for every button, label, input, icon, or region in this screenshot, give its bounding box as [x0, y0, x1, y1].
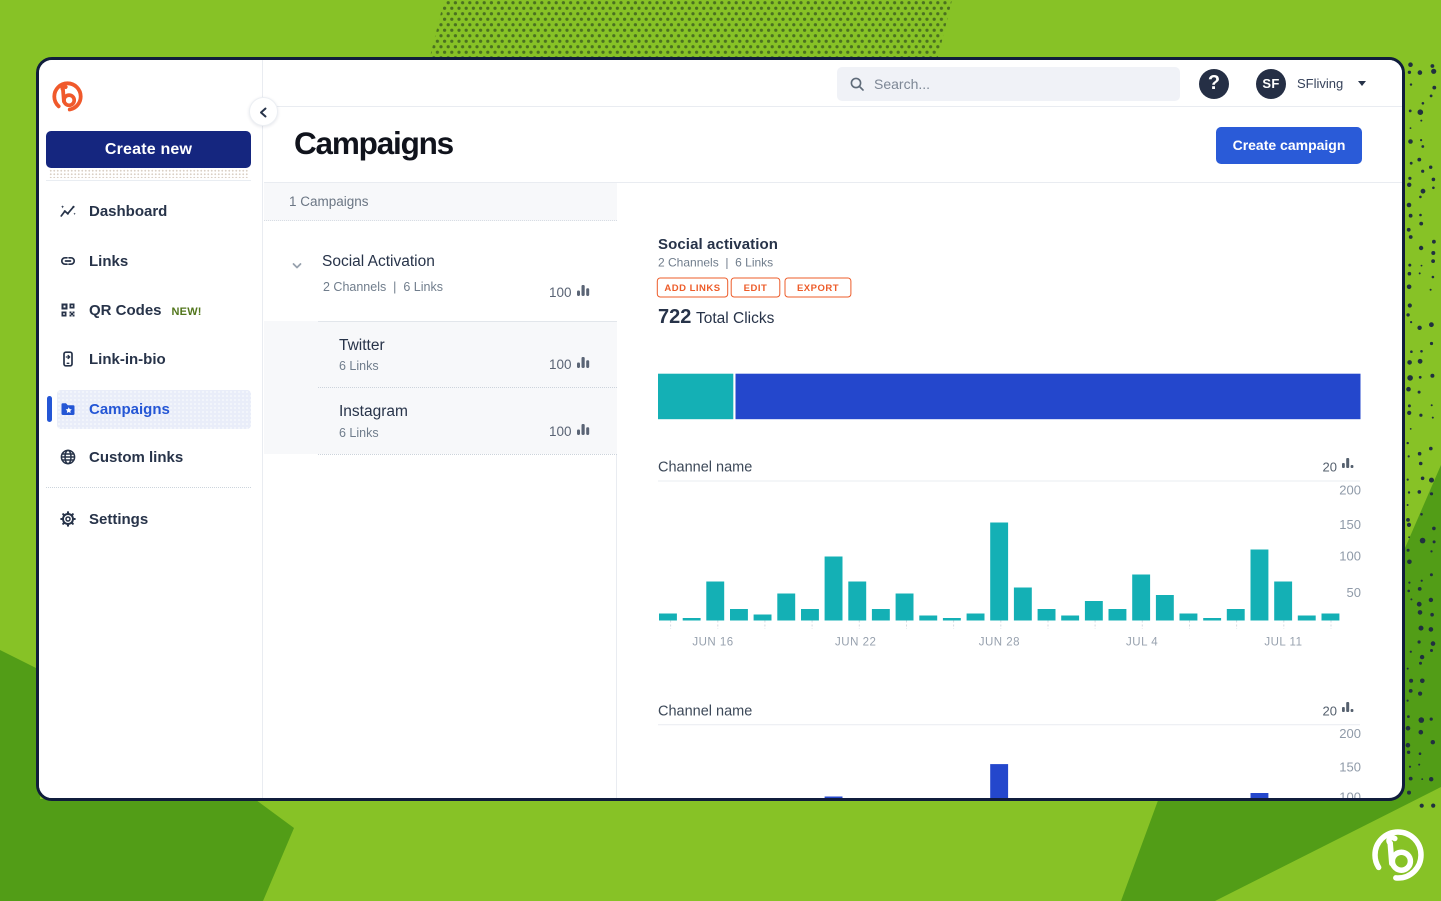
svg-text:150: 150 [1339, 517, 1361, 532]
svg-text:Channel name: Channel name [658, 704, 752, 720]
svg-text:20: 20 [1323, 704, 1337, 719]
svg-text:JUL 11: JUL 11 [1264, 637, 1302, 649]
svg-text:200: 200 [1339, 726, 1361, 741]
svg-text:722: 722 [658, 306, 691, 328]
svg-text:Total Clicks: Total Clicks [696, 310, 775, 327]
svg-text:JUN 28: JUN 28 [979, 637, 1020, 649]
svg-text:100: 100 [1339, 549, 1361, 564]
svg-text:EDIT: EDIT [744, 283, 768, 294]
svg-text:50: 50 [1347, 585, 1361, 600]
svg-text:2 Channels | 6 Links: 2 Channels | 6 Links [658, 256, 773, 270]
svg-text:200: 200 [1339, 483, 1361, 498]
svg-text:20: 20 [1323, 460, 1337, 475]
svg-text:EXPORT: EXPORT [797, 283, 839, 294]
svg-text:JUL 4: JUL 4 [1126, 637, 1158, 649]
svg-text:Social activation: Social activation [658, 236, 778, 253]
svg-text:150: 150 [1339, 760, 1361, 775]
svg-text:ADD LINKS: ADD LINKS [664, 283, 720, 294]
svg-text:Channel name: Channel name [658, 460, 752, 476]
svg-text:JUN 16: JUN 16 [692, 637, 733, 649]
svg-text:JUN 22: JUN 22 [835, 637, 876, 649]
svg-text:100: 100 [1339, 790, 1361, 799]
